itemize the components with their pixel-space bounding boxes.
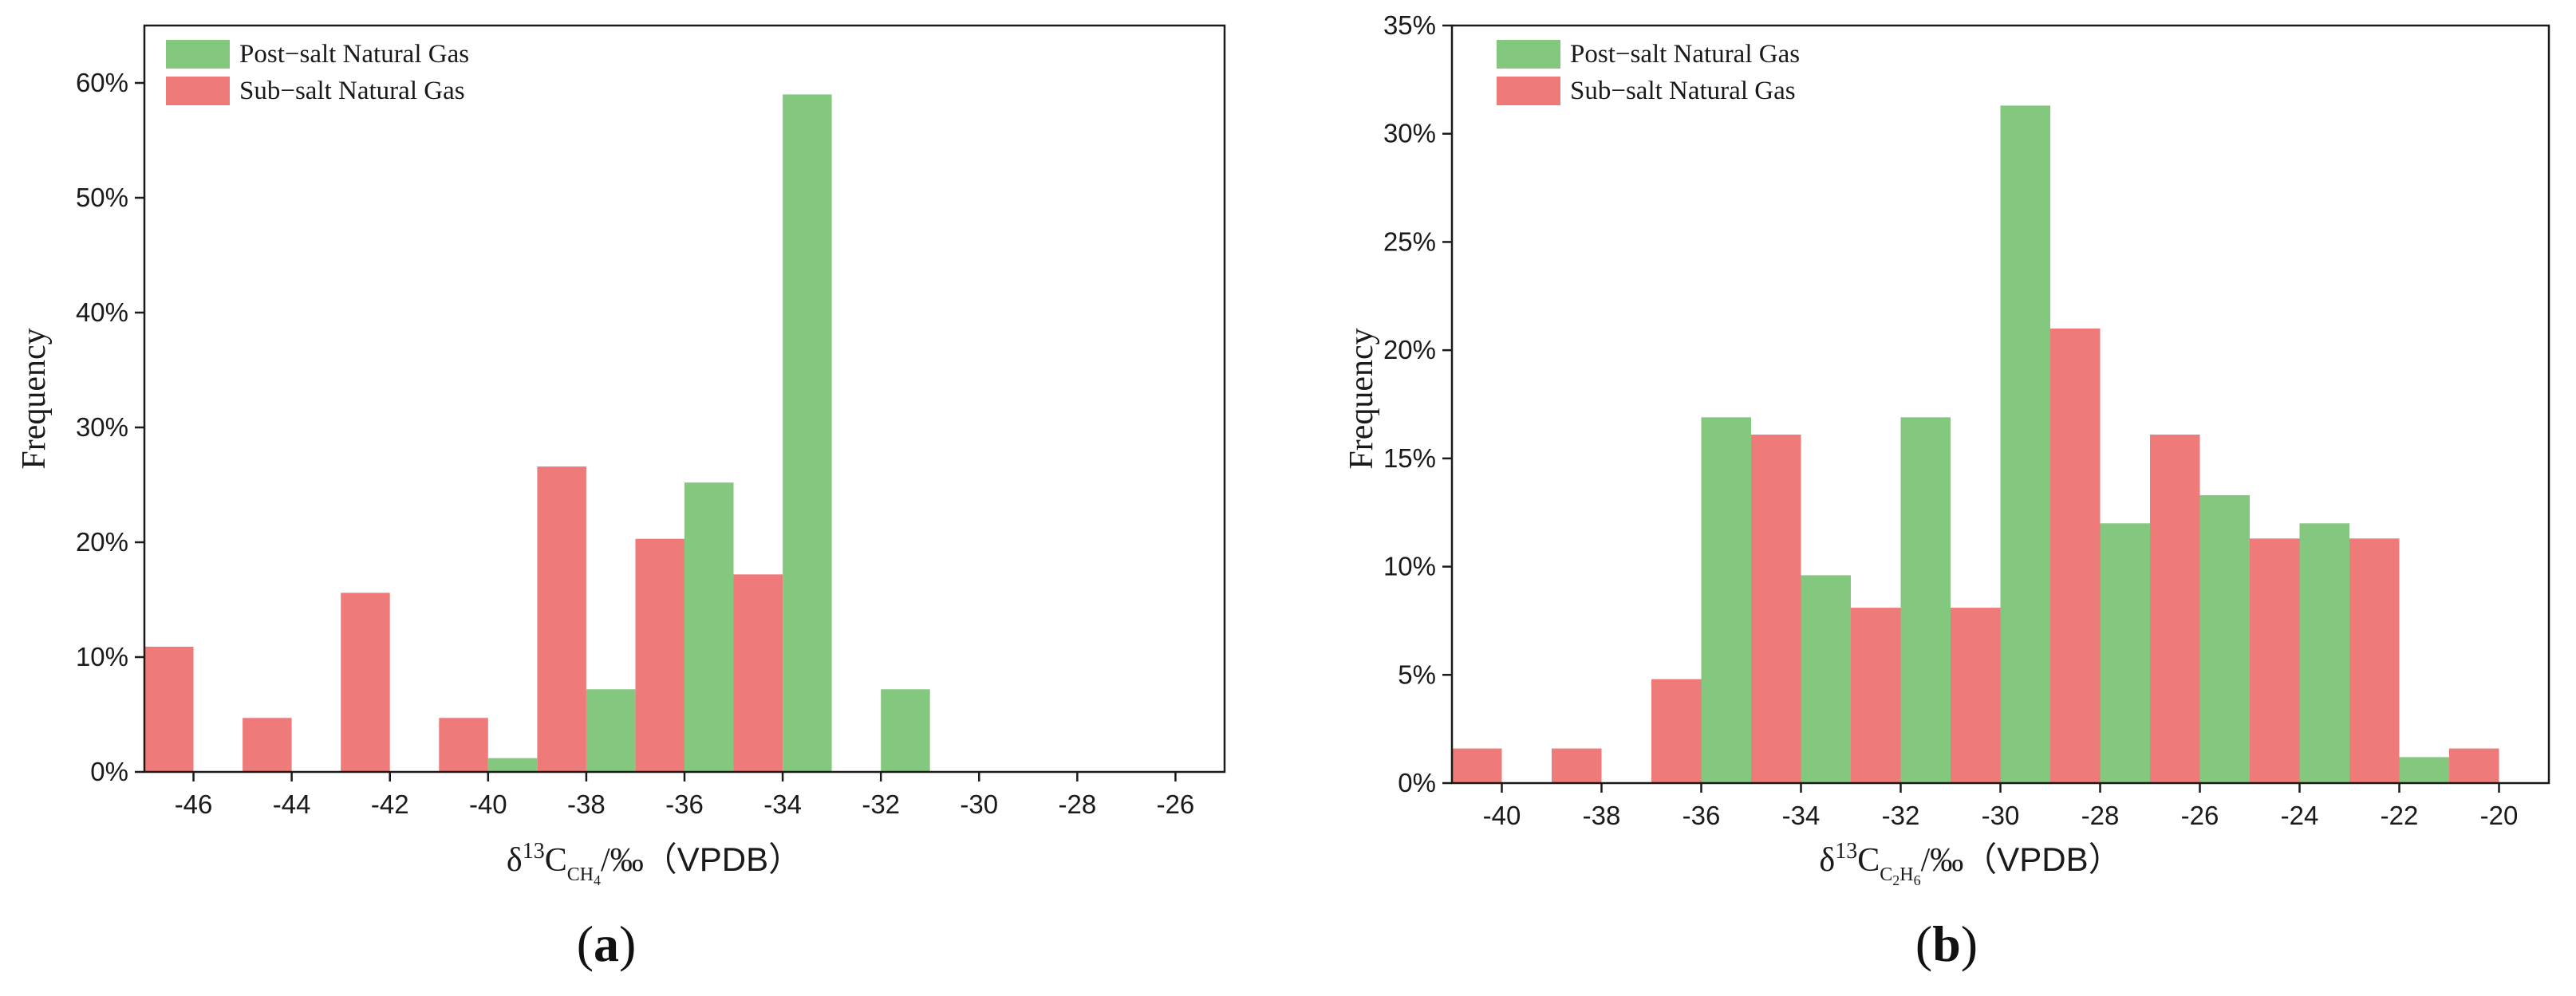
chart-a-bar-post_salt-3 [783,94,832,772]
chart-b-x-tick-label-6: -28 [2081,801,2120,830]
chart-a-y-tick-label-2: 20% [76,527,128,557]
chart-b-bar-sub_salt-8 [2250,538,2300,783]
chart-a-x-tick-label-1: -44 [273,789,311,819]
chart-a-x-tick-label-8: -30 [960,789,998,819]
chart-a-legend-label-sub_salt: Sub−salt Natural Gas [239,77,465,105]
chart-b-legend-label-post_salt: Post−salt Natural Gas [1570,40,1800,69]
chart-a-bar-post_salt-0 [487,758,538,772]
chart-b-bar-post_salt-3 [2000,105,2050,783]
chart-b-x-tick-label-4: -32 [1882,801,1920,830]
chart-a-x-tick-label-0: -46 [175,789,213,819]
chart-b-x-tick-label-5: -30 [1982,801,2020,830]
chart-b-y-axis-label: Frequency [1343,328,1380,469]
chart-b-bar-sub_salt-5 [1951,608,2001,783]
chart-a-bar-sub_salt-0 [144,647,194,772]
chart-a-bar-sub_salt-5 [635,538,684,772]
chart-b-x-tick-label-2: -36 [1682,801,1721,830]
chart-b-bar-post_salt-1 [1801,575,1851,783]
panel-label-b: (b) [1915,915,1978,972]
chart-a-y-tick-label-5: 50% [76,183,128,212]
chart-b-legend-swatch-post_salt [1497,40,1560,69]
chart-a-y-tick-label-1: 10% [76,642,128,671]
chart-b-x-tick-label-9: -22 [2381,801,2419,830]
chart-b-x-tick-label-8: -24 [2281,801,2319,830]
chart-b-bar-sub_salt-4 [1851,608,1901,783]
chart-b-x-tick-label-0: -40 [1483,801,1521,830]
chart-b-bar-sub_salt-9 [2349,538,2400,783]
chart-b-y-tick-label-7: 35% [1383,10,1436,40]
chart-b-y-tick-label-3: 15% [1383,443,1436,473]
chart-b-x-tick-label-1: -38 [1583,801,1621,830]
chart-b-bar-post_salt-0 [1701,417,1751,783]
chart-a-y-tick-label-6: 60% [76,68,128,97]
chart-a-bar-sub_salt-2 [341,592,390,772]
chart-panel-a: 0% 10% 20% 30% 40% 50% 60% -46 -44 -42 -40 -38 -36 -3… [16,24,1226,972]
chart-b-y-tick-label-6: 30% [1383,119,1436,148]
chart-a-x-tick-label-4: -38 [567,789,606,819]
chart-a-x-tick-label-5: -36 [665,789,704,819]
chart-a-bar-post_salt-2 [684,482,734,772]
chart-b-bar-post_salt-6 [2299,523,2349,783]
chart-b-bar-post_salt-7 [2399,757,2449,783]
chart-a-legend: Post−salt Natural Gas Sub−salt Natural Ga… [166,40,469,105]
chart-a-x-tick-label-7: -32 [862,789,900,819]
chart-b-legend-label-sub_salt: Sub−salt Natural Gas [1570,77,1796,105]
chart-b-x-tick-label-3: -34 [1782,801,1821,830]
chart-b-bar-sub_salt-1 [1552,748,1602,783]
chart-b-x-tick-label-10: -20 [2480,801,2519,830]
chart-b-bar-post_salt-2 [1900,417,1951,783]
chart-b-legend: Post−salt Natural Gas Sub−salt Natural Ga… [1497,40,1800,105]
chart-a-x-tick-label-9: -28 [1059,789,1097,819]
chart-b-bar-sub_salt-2 [1651,679,1702,783]
chart-a-x-tick-label-3: -40 [469,789,507,819]
chart-a-bar-sub_salt-6 [733,574,783,772]
chart-b-y-tick-label-5: 25% [1383,226,1436,256]
chart-a-legend-swatch-post_salt [166,40,230,69]
chart-a-x-axis-label: δ13CCH4/‰（VPDB） [507,839,802,888]
chart-a-y-tick-label-4: 40% [76,297,128,327]
chart-a-bar-sub_salt-3 [439,718,488,772]
chart-a-x-tick-label-6: -34 [763,789,802,819]
chart-b-bar-sub_salt-7 [2150,435,2200,783]
chart-a-legend-label-post_salt: Post−salt Natural Gas [239,40,469,69]
chart-a-plot-area: 0% 10% 20% 30% 40% 50% 60% -46 -44 -42 -40 -38 -36 -3… [76,24,1226,819]
chart-b-bar-sub_salt-0 [1452,748,1502,783]
chart-b-bar-post_salt-4 [2100,523,2150,783]
chart-a-bar-sub_salt-1 [243,718,292,772]
chart-b-bar-post_salt-5 [2199,495,2250,783]
chart-b-bar-sub_salt-10 [2449,748,2499,783]
chart-b-bar-sub_salt-6 [2050,329,2101,783]
panel-label-a: (a) [577,915,637,972]
chart-a-x-tick-label-2: -42 [371,789,409,819]
chart-a-legend-swatch-sub_salt [166,77,230,105]
chart-a-x-tick-label-10: -26 [1157,789,1195,819]
chart-b-y-tick-label-0: 0% [1398,768,1436,797]
chart-a-y-tick-label-0: 0% [90,757,128,786]
chart-a-y-tick-label-3: 30% [76,412,128,442]
chart-b-y-tick-label-4: 20% [1383,335,1436,364]
chart-b-plot-area: 0% 5% 10% 15% 20% 25% 30% 35% -40 -38 -36 -34 -32 -30… [1383,10,2550,830]
chart-a-y-axis-label: Frequency [16,328,53,469]
chart-panel-b: 0% 5% 10% 15% 20% 25% 30% 35% -40 -38 -36 -34 -32 -30… [1343,10,2550,972]
chart-a-bar-post_salt-4 [881,689,930,772]
chart-b-legend-swatch-sub_salt [1497,77,1560,105]
chart-b-y-tick-label-2: 10% [1383,552,1436,581]
chart-b-y-tick-label-1: 5% [1398,659,1436,689]
chart-a-bar-sub_salt-4 [537,467,586,772]
chart-b-x-axis-label: δ13CC2H6/‰（VPDB） [1819,839,2121,888]
chart-a-bar-post_salt-1 [586,689,636,772]
chart-b-x-tick-label-7: -26 [2181,801,2219,830]
chart-b-bar-sub_salt-3 [1751,435,1801,783]
